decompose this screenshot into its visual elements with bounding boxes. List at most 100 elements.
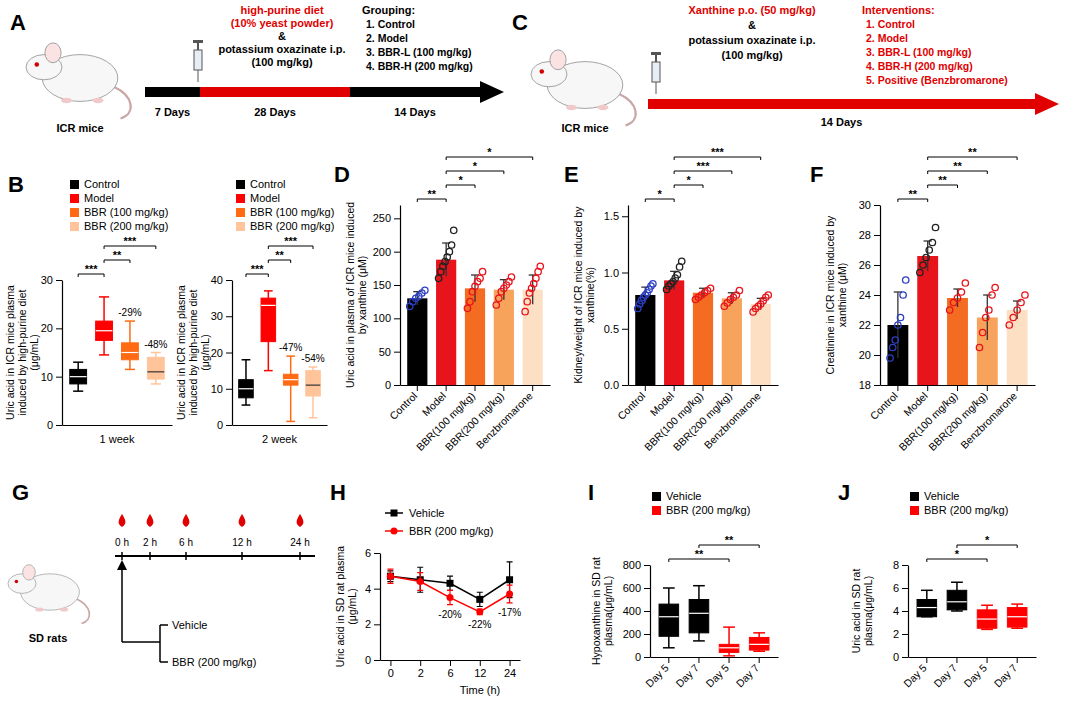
- barrel: [652, 62, 660, 82]
- whisker-cap: [73, 361, 83, 363]
- tick-mark: [902, 657, 908, 658]
- significance-label: ***: [711, 146, 725, 158]
- data-point: [707, 285, 713, 291]
- tick: 150: [373, 279, 400, 291]
- data-point: [917, 269, 923, 275]
- tick-label: 30: [859, 199, 871, 211]
- tick: 24: [859, 289, 880, 301]
- data-point: [892, 337, 898, 343]
- x-axis: [233, 425, 328, 426]
- tick-mark: [374, 589, 380, 590]
- significance-label: *: [985, 534, 990, 546]
- tick-label: Day 7: [673, 661, 701, 689]
- axis-title: Hypoxanthine in SD ratplasma(μg/mL): [590, 557, 614, 665]
- significance-label: ***: [251, 263, 265, 275]
- tick-label: 18: [859, 379, 871, 391]
- tick-mark: [394, 352, 400, 353]
- panel-label: I: [588, 480, 594, 505]
- tick-mark: [446, 385, 447, 391]
- whisker-cap: [951, 582, 963, 584]
- box-chart: 010203040Uric acid in ICR mice plasmaind…: [175, 178, 335, 445]
- legend-marker: [391, 510, 398, 517]
- timeline-tick: [121, 552, 123, 560]
- box: [719, 644, 739, 652]
- list-item: 4. BBR-H (200 mg/kg): [866, 60, 973, 72]
- legend-swatch: [652, 506, 661, 515]
- duration-label: 7 Days: [155, 106, 190, 118]
- data-point: [897, 314, 903, 320]
- data-point: [679, 258, 685, 264]
- data-point: [889, 344, 895, 350]
- tick-label: Benzbromarone: [958, 389, 1019, 450]
- series-line: [390, 576, 509, 612]
- y-axis: 050100150200250: [373, 206, 401, 392]
- tick-mark: [644, 657, 650, 658]
- time-label: 6 h: [179, 537, 193, 548]
- median: [122, 352, 139, 353]
- axis-line: [400, 206, 401, 386]
- median: [1007, 616, 1027, 617]
- box: [689, 600, 709, 633]
- tick: 4: [365, 583, 380, 595]
- legend-label: BBR (200 mg/kg): [924, 504, 1008, 516]
- tick: Day 7: [673, 657, 701, 689]
- median: [977, 618, 997, 619]
- tick: 20: [859, 349, 880, 361]
- legend-label: Control: [84, 178, 119, 190]
- data-point: [650, 281, 656, 287]
- median: [239, 388, 254, 389]
- tick-mark: [874, 265, 880, 266]
- box: [147, 357, 164, 379]
- tick: 50: [379, 346, 400, 358]
- data-point: [923, 254, 929, 260]
- figure: AICR micehigh-purine diet(10% yeast powd…: [0, 0, 1080, 705]
- whisker-cap: [125, 320, 135, 322]
- legend-label: BBR (200 mg/kg): [666, 504, 750, 516]
- group-label: Vehicle: [172, 619, 207, 631]
- foot: [61, 98, 72, 103]
- tick: 0: [388, 660, 394, 679]
- tick-mark: [874, 325, 880, 326]
- tick: 0.5: [604, 323, 628, 335]
- median: [261, 305, 276, 306]
- panel-label: E: [564, 162, 579, 187]
- tick-label: 20: [41, 322, 53, 334]
- data-point: [887, 355, 893, 361]
- whisker-cap: [242, 404, 251, 406]
- tick: 30: [211, 310, 232, 322]
- tick: 1.5: [604, 210, 628, 222]
- y-axis: 010203040: [211, 274, 233, 431]
- tick: Day 7: [733, 657, 761, 689]
- data-point: [992, 284, 998, 290]
- data-point: [932, 224, 938, 230]
- tick-mark: [622, 329, 628, 330]
- change-label: -48%: [144, 339, 167, 350]
- median: [96, 330, 113, 331]
- tick: Day 5: [961, 657, 989, 689]
- significance-label: **: [968, 146, 977, 158]
- tick: 100: [373, 312, 400, 324]
- tick-label: 10: [211, 383, 223, 395]
- tick: 10: [211, 383, 232, 395]
- tick-mark: [645, 385, 646, 391]
- data-point: [493, 302, 499, 308]
- tick-label: Control: [867, 390, 899, 422]
- bar: [664, 280, 684, 385]
- timeline-arrowhead: [480, 81, 504, 103]
- tick: Benzbromarone: [473, 385, 534, 451]
- significance-label: *: [458, 174, 463, 186]
- box: [977, 610, 997, 628]
- y-axis: 18202224262830: [859, 199, 881, 391]
- bar: [635, 295, 655, 385]
- box-chart: 02468Uric acid in SD ratplasma(μg/mL)JDa…: [838, 480, 1037, 689]
- plot-marks: [635, 258, 772, 385]
- axis-title: Uric acid in SD rat plasma(μg/mL): [334, 546, 358, 668]
- syringe-icon: [651, 52, 661, 94]
- tick: Day 5: [703, 657, 731, 689]
- legend-swatch: [910, 492, 919, 501]
- whisker-cap: [151, 352, 161, 354]
- ear: [23, 565, 36, 580]
- line-chart: 0246Uric acid in SD rat plasma(μg/mL)H02…: [330, 480, 521, 696]
- legend-label: Vehicle: [924, 490, 959, 502]
- duration-label: 14 Days: [394, 106, 436, 118]
